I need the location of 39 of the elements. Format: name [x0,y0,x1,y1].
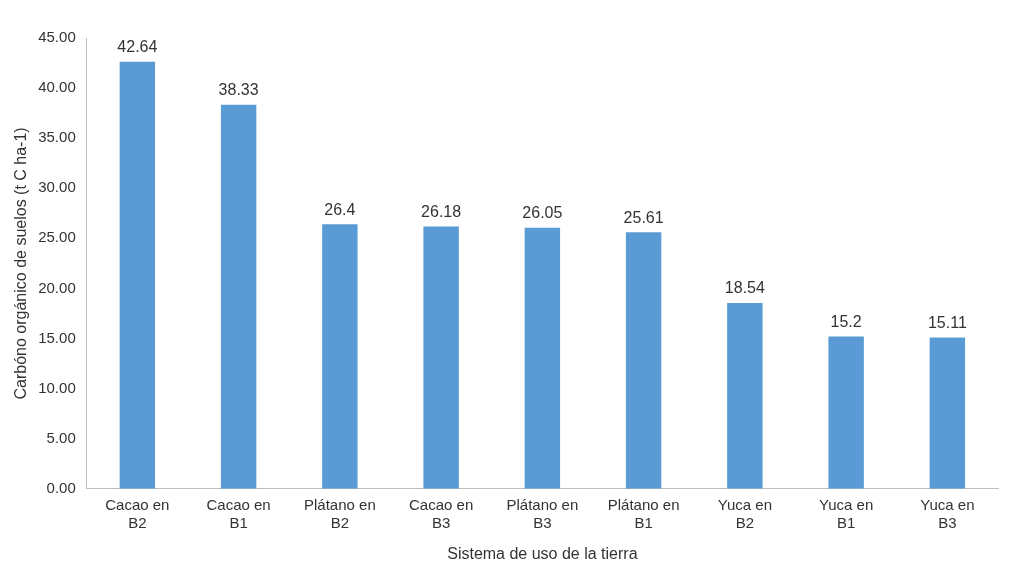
bar [322,224,358,489]
x-tick-label: Yuca en B2 [717,495,772,531]
y-tick-label: 25.00 [38,228,76,246]
y-tick-label: 5.00 [46,428,76,446]
x-axis-title: Sistema de uso de la tierra [447,544,638,562]
x-tick-label: Yuca en B3 [920,495,975,531]
y-tick-label: 40.00 [38,78,76,96]
data-label: 38.33 [218,81,259,99]
x-tick-label: Cacao en B1 [206,495,271,531]
bar [929,337,966,489]
bar [727,303,763,489]
x-tick-label: Cacao en B3 [409,495,474,531]
data-label: 15.11 [927,313,967,331]
y-axis-title: Carbóno orgánico de suelos (t C ha-1) [12,127,30,400]
y-tick-label: 10.00 [38,378,76,396]
data-label: 15.2 [830,312,862,330]
y-tick-label: 35.00 [38,128,76,146]
x-tick-label: Yuca en B1 [819,495,874,531]
data-label: 26.4 [324,200,356,218]
data-label: 26.18 [421,202,462,220]
y-tick-label: 20.00 [38,278,76,296]
y-tick-label: 45.00 [38,28,76,46]
bar [524,227,561,489]
data-label: 26.05 [522,204,563,222]
x-tick-label: Plátano en B2 [304,495,376,531]
y-tick-label: 30.00 [38,178,76,196]
data-label: 42.64 [117,38,158,56]
data-label: 25.61 [623,208,664,226]
bar [828,336,864,489]
bar [119,61,156,489]
data-label: 18.54 [724,279,765,297]
bar [423,226,459,489]
bar [220,104,257,489]
x-tick-label: Plátano en B3 [506,495,579,531]
x-tick-label: Plátano en B1 [607,495,680,531]
x-tick-label: Cacao en B2 [105,495,170,531]
y-tick-label: 15.00 [38,328,76,346]
y-tick-label: 0.00 [46,478,76,496]
bar [625,232,662,489]
